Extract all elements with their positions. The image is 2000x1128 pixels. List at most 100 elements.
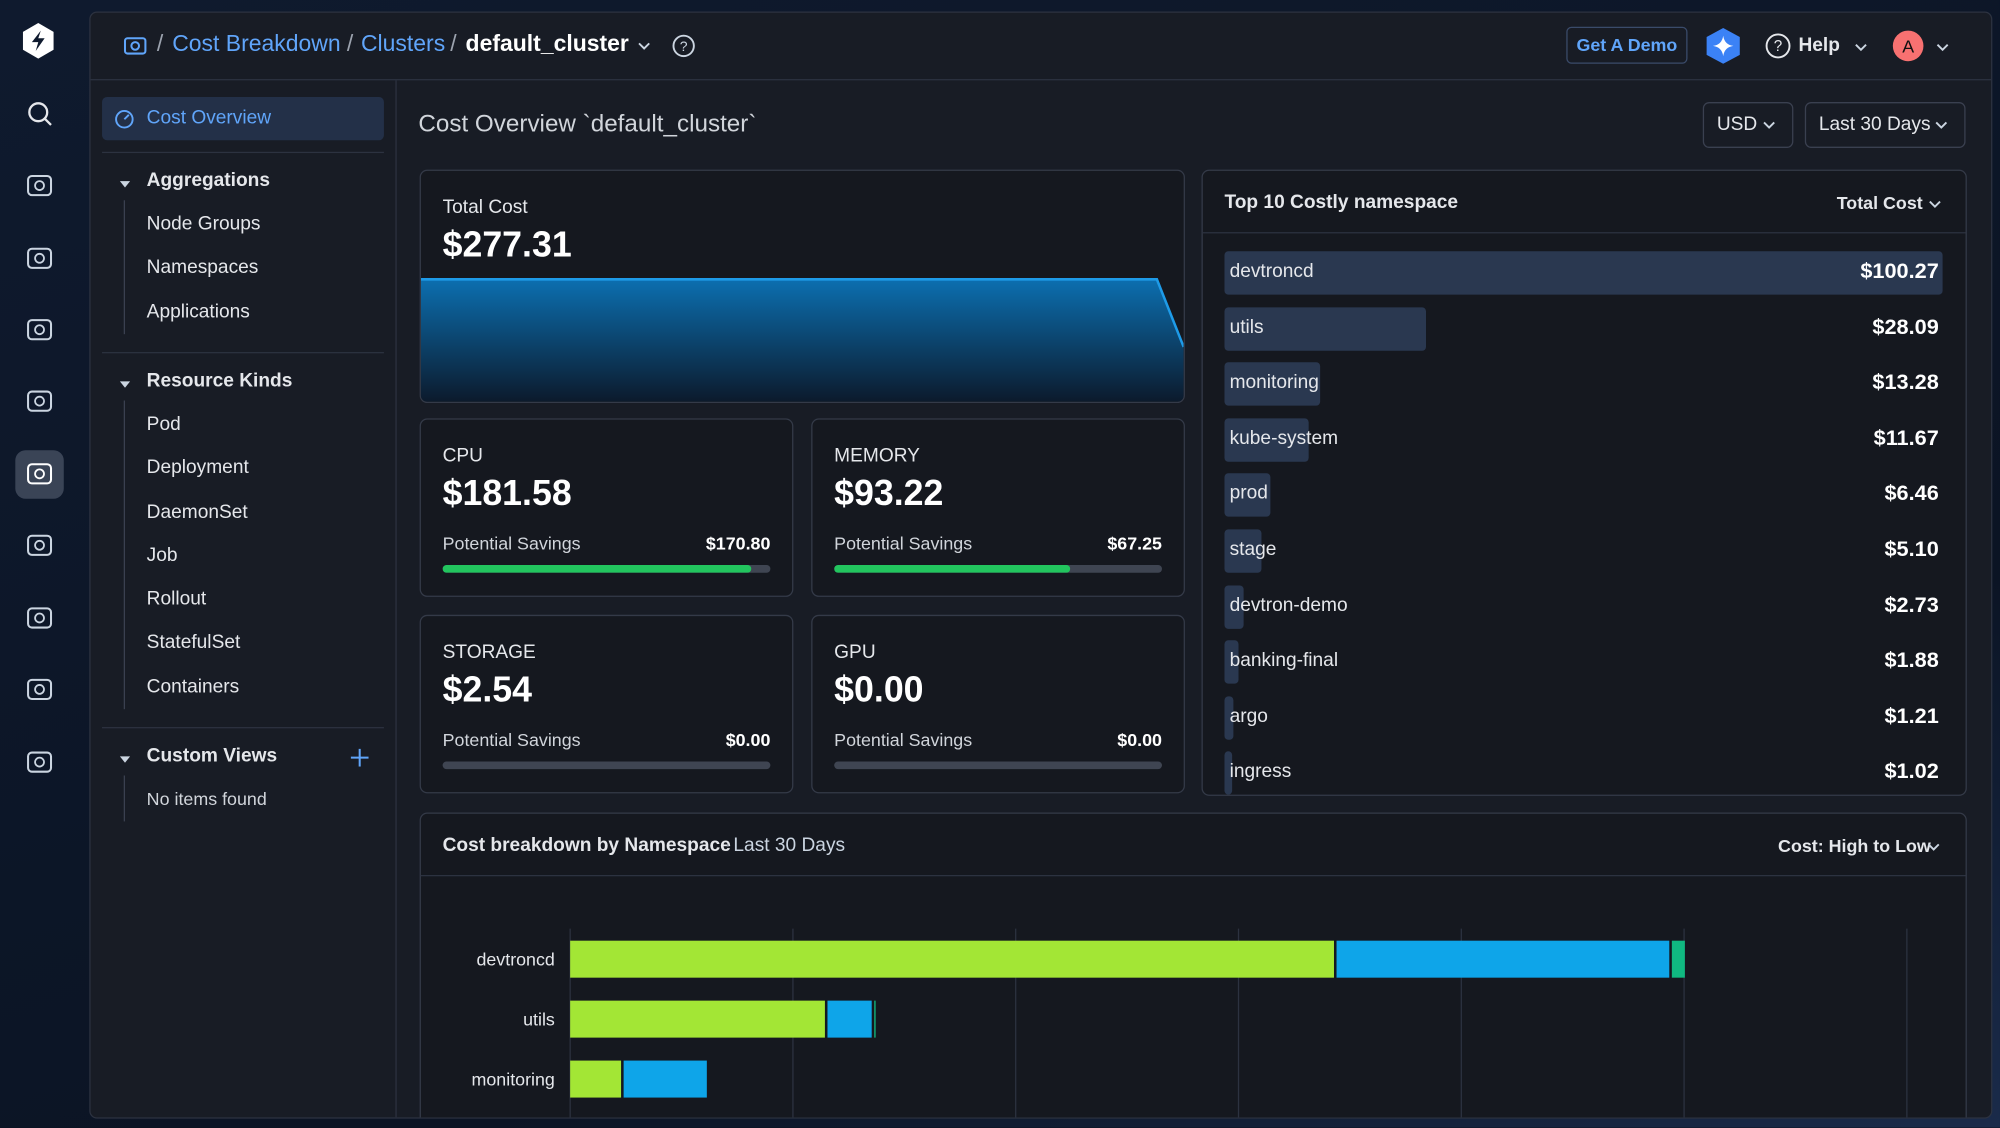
nav-item[interactable]: Containers <box>146 675 240 698</box>
breakdown-card: Cost breakdown by Namespace · Last 30 Da… <box>419 812 1967 1118</box>
rail-icon[interactable] <box>15 739 63 787</box>
cost-trend <box>420 278 1184 402</box>
nav-item[interactable]: Node Groups <box>146 213 261 235</box>
svg-text:?: ? <box>1774 38 1783 55</box>
bar-segment <box>623 1060 707 1098</box>
namespace-name[interactable]: devtroncd <box>1229 260 1314 282</box>
savings-bar <box>442 565 751 573</box>
namespace-cost: $28.09 <box>1872 314 1939 339</box>
sort-dropdown[interactable] <box>1927 841 1940 854</box>
savings-track <box>834 565 1162 573</box>
breadcrumb-link[interactable]: Cost Breakdown <box>172 30 341 57</box>
nav-item[interactable]: Rollout <box>146 588 207 610</box>
y-tick-label: utils <box>523 1010 555 1030</box>
rail-icon[interactable] <box>15 235 63 283</box>
top-namespaces-card: Top 10 Costly namespace Total Cost devtr… <box>1201 169 1967 796</box>
namespace-name[interactable]: stage <box>1229 538 1277 560</box>
help-menu[interactable]: Help <box>1798 34 1840 57</box>
namespace-name[interactable]: banking-final <box>1229 649 1339 672</box>
currency-select[interactable]: USD <box>1702 102 1794 148</box>
cost-card: GPU $0.00 Potential Savings $0.00 <box>811 614 1185 794</box>
help-icon: ? <box>1765 33 1791 59</box>
namespace-cost: $1.21 <box>1884 703 1939 729</box>
rail-icon[interactable] <box>15 89 63 137</box>
cost-card: MEMORY $93.22 Potential Savings $67.25 <box>811 418 1185 597</box>
range-label: Last 30 Days <box>1818 113 1931 136</box>
sort-select[interactable]: Total Cost <box>1836 192 1923 214</box>
collapse-toggle[interactable] <box>119 177 132 190</box>
ai-button[interactable] <box>1704 27 1742 65</box>
nav-item[interactable]: Deployment <box>146 456 249 479</box>
card-value: $181.58 <box>442 473 572 513</box>
sort-dropdown[interactable] <box>1929 198 1942 211</box>
namespace-bar <box>1224 751 1232 795</box>
section-title[interactable]: Aggregations <box>146 169 271 192</box>
nav-item[interactable]: Namespaces <box>146 256 259 279</box>
info-icon[interactable]: ? <box>672 34 695 58</box>
bar-segment <box>827 1000 872 1038</box>
namespace-bar <box>1224 696 1234 740</box>
nav-item[interactable]: Job <box>146 544 178 567</box>
nav-item[interactable]: Applications <box>146 300 250 323</box>
help-dropdown[interactable] <box>1855 41 1868 54</box>
logo[interactable] <box>18 20 59 67</box>
nav-item[interactable]: Pod <box>146 413 181 435</box>
namespace-name[interactable]: argo <box>1229 705 1268 727</box>
cluster-dropdown[interactable] <box>638 40 651 53</box>
cost-card: STORAGE $2.54 Potential Savings $0.00 <box>419 614 794 794</box>
chart-title: Cost breakdown by Namespace <box>442 834 731 856</box>
add-view[interactable] <box>350 748 369 767</box>
namespace-list: devtroncd $100.27 utils $28.09 monitoring $13… <box>1203 171 1966 795</box>
nav-label: Cost Overview <box>146 107 272 129</box>
bar-segment <box>1671 940 1685 978</box>
namespace-name[interactable]: kube-system <box>1229 427 1339 449</box>
rail-icon[interactable] <box>15 594 63 642</box>
rail-icon[interactable] <box>15 378 63 426</box>
collapse-toggle[interactable] <box>119 377 132 390</box>
header: / Cost Breakdown / Clusters / default_cl… <box>90 13 1992 81</box>
rail-icon[interactable] <box>15 306 63 354</box>
main-panel: / Cost Breakdown / Clusters / default_cl… <box>89 11 1993 1119</box>
breadcrumb-link[interactable]: Clusters <box>360 30 446 57</box>
section-title[interactable]: Custom Views <box>146 744 278 767</box>
savings-value: $0.00 <box>1117 729 1162 750</box>
namespace-name[interactable]: monitoring <box>1229 371 1319 394</box>
rail-icon[interactable] <box>15 450 64 499</box>
savings-label: Potential Savings <box>834 533 973 554</box>
section-title[interactable]: Resource Kinds <box>146 369 293 392</box>
rail-icon[interactable] <box>15 522 63 570</box>
card-title: Top 10 Costly namespace <box>1224 191 1459 214</box>
card-value: $2.54 <box>442 669 532 710</box>
card-label: STORAGE <box>442 641 536 664</box>
total-cost-card: Total Cost $277.31 <box>419 169 1185 404</box>
savings-track <box>442 761 771 770</box>
avatar-dropdown[interactable] <box>1936 41 1949 54</box>
active-nav-item[interactable]: Cost Overview <box>102 96 384 141</box>
range-select[interactable]: Last 30 Days <box>1804 102 1966 148</box>
rail-icon[interactable] <box>15 666 63 714</box>
chart-subtitle: Last 30 Days <box>733 834 846 856</box>
demo-button[interactable]: Get A Demo <box>1566 26 1688 64</box>
breadcrumb-current: default_cluster <box>465 30 629 57</box>
card-label: Total Cost <box>442 196 528 219</box>
savings-track <box>834 761 1162 770</box>
namespace-name[interactable]: ingress <box>1229 760 1292 783</box>
namespace-bar <box>1224 306 1426 351</box>
rail-icon[interactable] <box>15 162 63 210</box>
nav-item[interactable]: StatefulSet <box>146 631 241 654</box>
collapse-toggle[interactable] <box>119 753 132 766</box>
card-label: GPU <box>834 641 876 664</box>
namespace-name[interactable]: devtron-demo <box>1229 593 1348 616</box>
namespace-name[interactable]: prod <box>1229 482 1268 505</box>
savings-bar <box>834 565 1071 573</box>
tree-line <box>123 400 125 710</box>
sort-select[interactable]: Cost: High to Low <box>1778 835 1931 856</box>
nav-item[interactable]: DaemonSet <box>146 500 248 523</box>
namespace-cost: $1.88 <box>1884 648 1939 673</box>
namespace-cost: $100.27 <box>1860 258 1939 284</box>
breadcrumb-icon <box>123 37 147 55</box>
avatar[interactable]: A <box>1892 30 1924 62</box>
namespace-name[interactable]: utils <box>1229 315 1264 338</box>
namespace-bar <box>1224 418 1309 462</box>
